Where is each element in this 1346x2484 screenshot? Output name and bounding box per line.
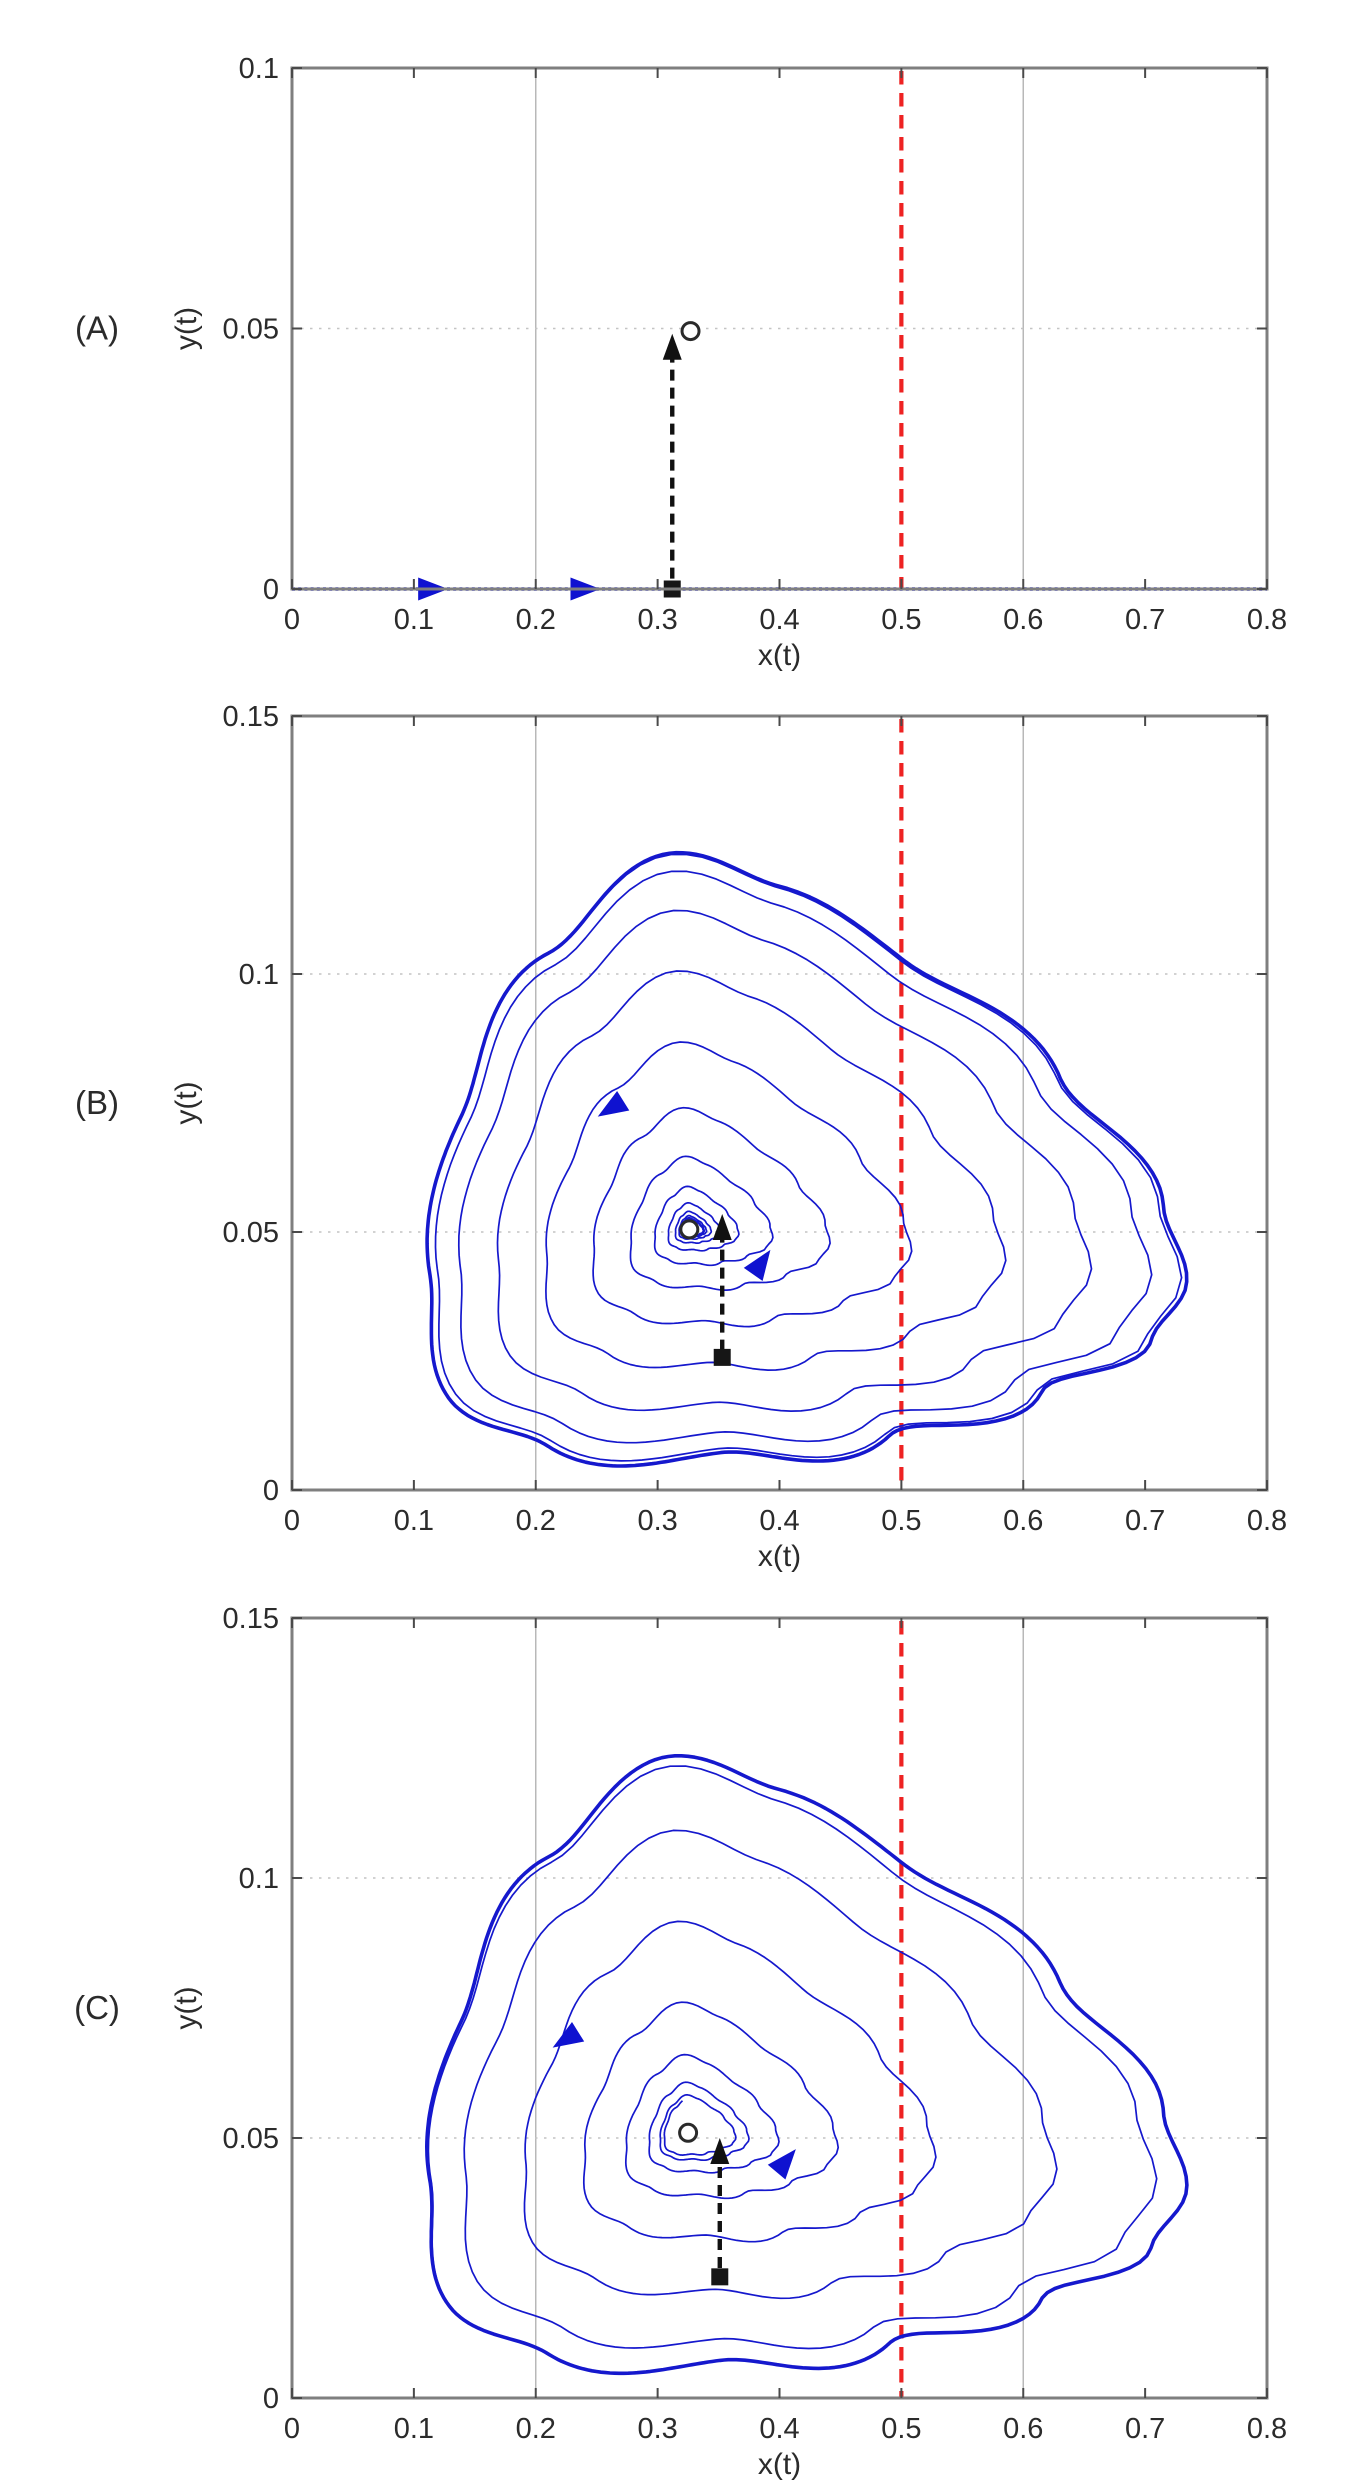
equilibrium-circle-marker xyxy=(680,321,701,342)
x-tick-label: 0.2 xyxy=(516,604,556,636)
x-tick-label: 0.5 xyxy=(881,2413,921,2445)
limit-cycle xyxy=(425,850,1189,1468)
x-tick-label: 0.8 xyxy=(1247,1505,1287,1537)
x-tick-label: 0.4 xyxy=(759,1505,799,1537)
y-tick-label: 0.15 xyxy=(223,1603,279,1635)
y-tick-label: 0 xyxy=(263,1475,279,1507)
x-tick-label: 0.3 xyxy=(637,2413,677,2445)
y-tick-label: 0.1 xyxy=(239,53,279,85)
equilibrium-circle-marker xyxy=(679,1219,700,1240)
x-tick-label: 0.6 xyxy=(1003,2413,1043,2445)
x-tick-label: 0.1 xyxy=(394,2413,434,2445)
perturbation-arrowhead xyxy=(712,1213,732,1240)
x-tick-label: 0.3 xyxy=(637,604,677,636)
y-axis-label: y(t) xyxy=(170,1081,203,1124)
spiral-trajectory xyxy=(426,853,1183,1462)
flow-direction-arrow xyxy=(743,1249,771,1282)
y-tick-label: 0.05 xyxy=(223,2123,279,2155)
start-point-square-marker xyxy=(711,2268,729,2286)
y-tick-label: 0.15 xyxy=(223,701,279,733)
y-axis-label: y(t) xyxy=(170,1986,203,2029)
flow-direction-arrow xyxy=(767,2149,796,2180)
x-tick-label: 0.7 xyxy=(1125,2413,1165,2445)
x-tick-label: 0.6 xyxy=(1003,1505,1043,1537)
y-tick-label: 0.05 xyxy=(223,314,279,346)
perturbation-arrowhead xyxy=(710,2138,730,2164)
x-axis-label: x(t) xyxy=(758,1540,801,1573)
flow-direction-arrow xyxy=(597,1090,630,1117)
x-tick-label: 0.6 xyxy=(1003,604,1043,636)
limit-cycle xyxy=(425,1754,1189,2376)
x-tick-label: 0.8 xyxy=(1247,2413,1287,2445)
y-axis-label: y(t) xyxy=(170,307,203,350)
panel-a: 0 0.1 0.2 0.3 0.4 0.5 0.6 0.7 0.8 0 0.05 0.1 x(t) y(t… xyxy=(75,53,1287,672)
x-tick-label: 0.5 xyxy=(881,604,921,636)
y-tick-label: 0 xyxy=(263,2383,279,2415)
y-tick-label: 0.1 xyxy=(239,959,279,991)
x-tick-label: 0.3 xyxy=(637,1505,677,1537)
perturbation-arrowhead xyxy=(662,333,682,360)
x-tick-label: 0 xyxy=(284,1505,300,1537)
x-tick-label: 0 xyxy=(284,2413,300,2445)
x-tick-label: 0.5 xyxy=(881,1505,921,1537)
x-axis-label: x(t) xyxy=(758,2448,801,2481)
equilibrium-circle-marker xyxy=(678,2122,699,2143)
x-axis-label: x(t) xyxy=(758,639,801,672)
y-tick-label: 0.1 xyxy=(239,1863,279,1895)
x-tick-label: 0.4 xyxy=(759,604,799,636)
x-tick-label: 0.1 xyxy=(394,604,434,636)
start-point-square-marker xyxy=(713,1348,731,1366)
x-tick-label: 0.1 xyxy=(394,1505,434,1537)
panel-c: 0 0.1 0.2 0.3 0.4 0.5 0.6 0.7 0.8 0 0.05 0.1 0.15 x(t… xyxy=(74,1603,1287,2481)
x-tick-label: 0 xyxy=(284,604,300,636)
panel-letter: (B) xyxy=(75,1084,119,1121)
x-tick-label: 0.4 xyxy=(759,2413,799,2445)
panel-letter: (A) xyxy=(75,310,119,347)
y-tick-label: 0 xyxy=(263,574,279,606)
panel-letter: (C) xyxy=(74,1989,120,2026)
x-tick-label: 0.2 xyxy=(516,2413,556,2445)
x-tick-label: 0.8 xyxy=(1247,604,1287,636)
x-tick-label: 0.2 xyxy=(516,1505,556,1537)
x-tick-label: 0.7 xyxy=(1125,1505,1165,1537)
x-tick-label: 0.7 xyxy=(1125,604,1165,636)
y-tick-label: 0.05 xyxy=(223,1217,279,1249)
panel-b: 0 0.1 0.2 0.3 0.4 0.5 0.6 0.7 0.8 0 0.05 0.1 0.15 x(t… xyxy=(75,701,1287,1573)
flow-direction-arrow xyxy=(552,2022,585,2048)
spiral-trajectory xyxy=(427,1765,1158,2367)
